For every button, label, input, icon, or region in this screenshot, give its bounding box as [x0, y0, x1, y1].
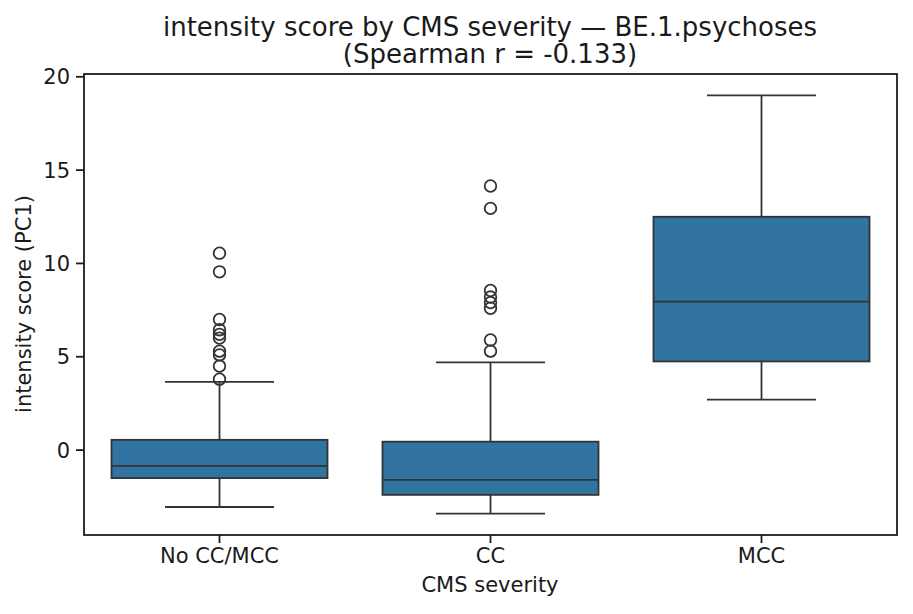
outlier-point: [214, 266, 226, 278]
boxplot-canvas: 0 5 10 15 20 No CC/MCC CC MCC intensity score b…: [0, 0, 913, 614]
x-axis-label: CMS severity: [421, 573, 558, 597]
outlier-point: [485, 203, 497, 215]
x-tick-label: CC: [476, 544, 505, 568]
box-2: [654, 217, 870, 362]
y-tick-label: 15: [43, 159, 70, 183]
y-tick-label: 0: [57, 439, 70, 463]
chart-title-line2: (Spearman r = -0.133): [343, 39, 637, 69]
outlier-point: [485, 334, 497, 346]
outlier-point: [214, 247, 226, 259]
box-0: [112, 440, 328, 478]
outlier-point: [214, 360, 226, 372]
box-1: [383, 442, 599, 495]
y-tick-label: 10: [43, 252, 70, 276]
chart-title-line1: intensity score by CMS severity — BE.1.p…: [163, 12, 817, 42]
outlier-point: [485, 180, 497, 192]
y-axis-label: intensity score (PC1): [12, 195, 36, 413]
outlier-point: [485, 345, 497, 357]
y-tick-label: 20: [43, 65, 70, 89]
boxplot-figure: 0 5 10 15 20 No CC/MCC CC MCC intensity score b…: [0, 0, 913, 614]
x-tick-label: MCC: [738, 544, 785, 568]
y-tick-label: 5: [57, 345, 70, 369]
x-tick-label: No CC/MCC: [160, 544, 279, 568]
